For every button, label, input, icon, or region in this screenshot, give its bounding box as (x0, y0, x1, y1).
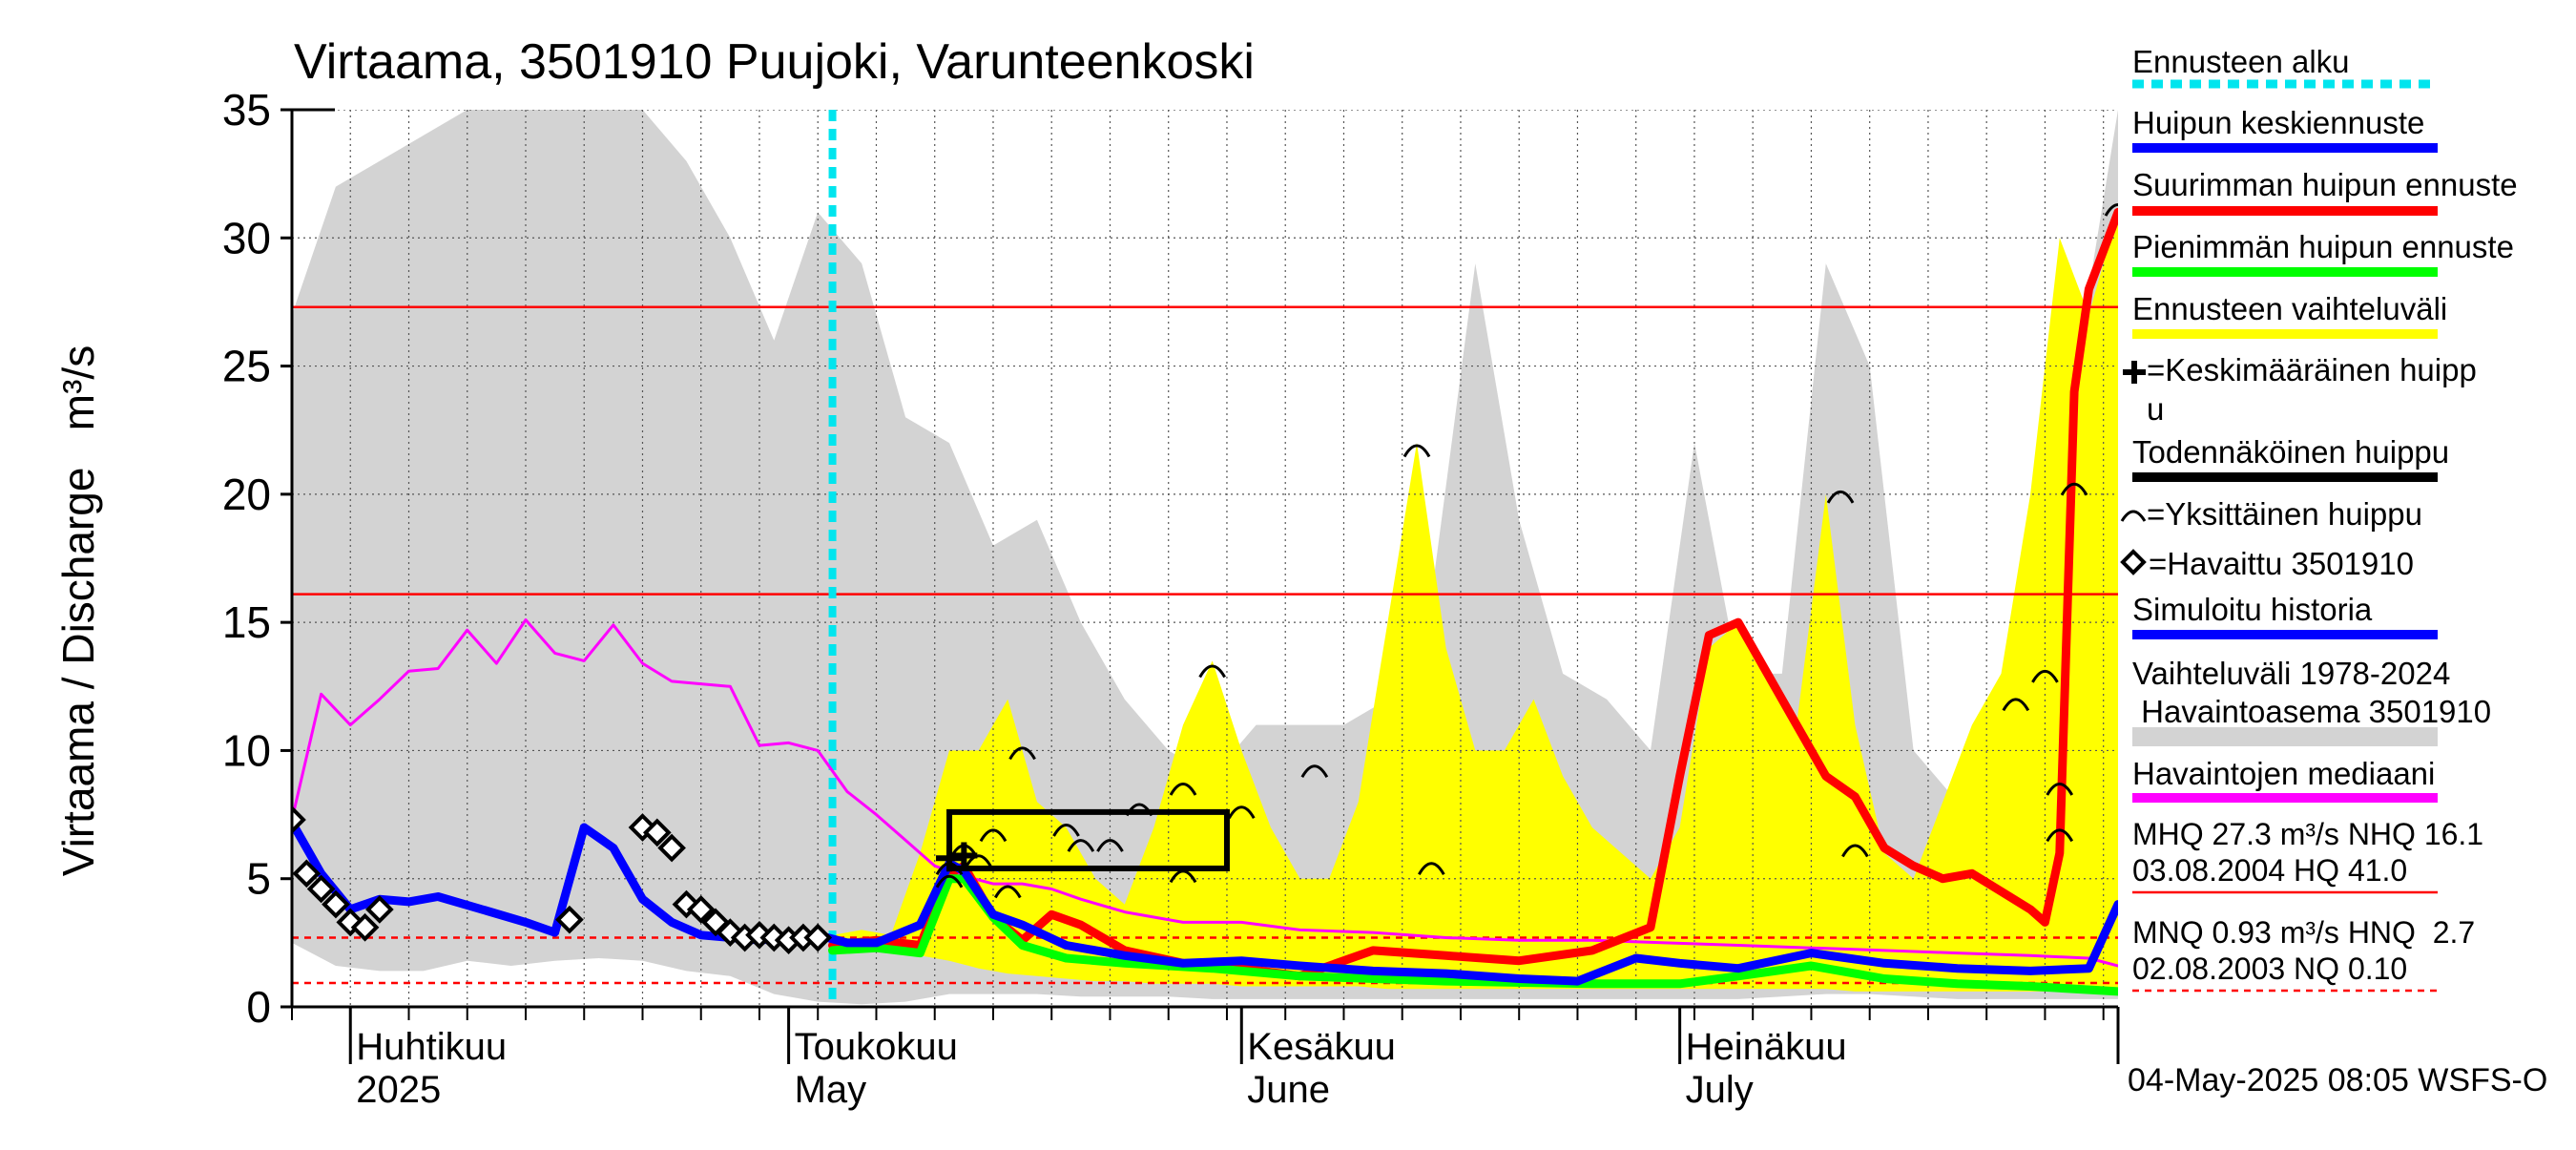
single-peak-marker (965, 854, 992, 868)
observed-point (322, 889, 350, 919)
single-peak-marker (1227, 805, 1256, 819)
single-peak-marker (993, 885, 1022, 899)
single-peak-marker (2046, 783, 2074, 796)
single-peak-marker (1418, 862, 1445, 876)
month-label-fi: Heinäkuu (1686, 1026, 1847, 1068)
legend-diamond-symbol (2120, 549, 2147, 575)
observed-point (642, 818, 672, 847)
plot-clip-group (292, 110, 2118, 1007)
y-tick-label: 35 (222, 85, 271, 135)
legend-label: Pienimmän huipun ennuste (2132, 229, 2514, 264)
single-peak-marker (2046, 828, 2074, 843)
legend-label: =Yksittäinen huippu (2147, 496, 2422, 532)
y-tick-label: 25 (222, 342, 271, 391)
single-peak-marker (2104, 203, 2118, 217)
legend: Ennusteen alku Huipun keskiennuste Suurimm… (2120, 44, 2518, 993)
y-tick-label: 30 (222, 213, 271, 262)
y-tick-label: 10 (222, 725, 271, 775)
y-tick-label: 15 (222, 597, 271, 647)
legend-band-swatch (2132, 727, 2438, 746)
legend-arc-symbol (2120, 510, 2147, 522)
single-peak-marker (979, 828, 1008, 843)
single-peak-marker (1826, 490, 1855, 504)
legend-label: Havaintojen mediaani (2132, 756, 2435, 791)
legend-label-continued: Havaintoasema 3501910 (2132, 694, 2491, 729)
probable-peak-box (946, 808, 1230, 871)
y-tick-label: 20 (222, 470, 271, 519)
single-peak-marker (1402, 444, 1431, 458)
legend-cross-symbol (2123, 361, 2146, 384)
single-peak-marker (1125, 803, 1153, 817)
chart-title: Virtaama, 3501910 Puujoki, Varunteenkosk… (294, 34, 1255, 90)
single-peak-marker (1052, 824, 1080, 837)
legend-label: =Keskimääräinen huipp (2147, 352, 2477, 387)
plot-area (292, 110, 2118, 1007)
legend-label: Vaihteluväli 1978-2024 (2132, 656, 2450, 691)
stats-line-2: 02.08.2003 NQ 0.10 (2132, 951, 2407, 986)
stats-line-1: MHQ 27.3 m³/s NHQ 16.1 (2132, 817, 2483, 851)
single-peak-marker (1169, 869, 1197, 884)
single-peak-marker (1300, 764, 1329, 778)
observed-point (306, 874, 336, 904)
month-label-fi: Huhtikuu (356, 1026, 507, 1068)
axes: 05101520253035Huhtikuu2025ToukokuuMayKes… (222, 85, 2120, 1111)
legend-label: =Havaittu 3501910 (2149, 546, 2414, 581)
observed-point (657, 833, 686, 863)
single-peak-marker (1067, 839, 1095, 852)
observed-point (555, 905, 584, 934)
observed-point (365, 895, 394, 924)
legend-label: Ennusteen vaihteluväli (2132, 291, 2447, 326)
month-label-en: 2025 (356, 1069, 441, 1111)
stats-line-2: 03.08.2004 HQ 41.0 (2132, 853, 2407, 888)
y-tick-label: 0 (246, 982, 271, 1032)
month-label-en: June (1247, 1069, 1330, 1111)
forecast-range-band (832, 212, 2118, 992)
observed-point (292, 859, 322, 889)
legend-label-continued: u (2147, 391, 2164, 427)
single-peak-marker (1096, 839, 1124, 852)
history-range-band (292, 110, 2118, 1005)
legend-label: Huipun keskiennuste (2132, 105, 2424, 140)
single-peak-marker (1169, 783, 1197, 796)
single-peak-marker (2031, 669, 2059, 683)
single-peak-marker (2060, 482, 2088, 496)
legend-label: Todennäköinen huippu (2132, 434, 2449, 470)
legend-label: Simuloitu historia (2132, 592, 2373, 627)
series-havaintojen-mediaani (292, 618, 2118, 968)
month-label-fi: Kesäkuu (1247, 1026, 1396, 1068)
month-label-fi: Toukokuu (795, 1026, 958, 1068)
timestamp: 04-May-2025 08:05 WSFS-O (2128, 1062, 2547, 1098)
y-tick-label: 5 (246, 854, 271, 904)
single-peak-marker (1008, 746, 1036, 761)
single-peak-marker (935, 874, 964, 889)
legend-label: Suurimman huipun ennuste (2132, 167, 2518, 202)
observed-point (292, 805, 306, 834)
stats-line-1: MNQ 0.93 m³/s HNQ 2.7 (2132, 915, 2475, 950)
single-peak-marker (2002, 698, 2030, 712)
mean-peak-marker (950, 842, 978, 869)
single-peak-marker (1198, 664, 1226, 679)
series-pienimm-n-huipun-ennuste (828, 874, 2118, 996)
y-axis-label: Virtaama / Discharge m³/s (53, 345, 103, 876)
observed-point (350, 912, 380, 942)
legend-label: Ennusteen alku (2132, 44, 2350, 79)
single-peak-marker (1841, 844, 1869, 858)
month-label-en: July (1686, 1069, 1754, 1111)
observed-point (686, 895, 716, 924)
month-label-en: May (795, 1069, 867, 1111)
observed-point (803, 923, 833, 952)
